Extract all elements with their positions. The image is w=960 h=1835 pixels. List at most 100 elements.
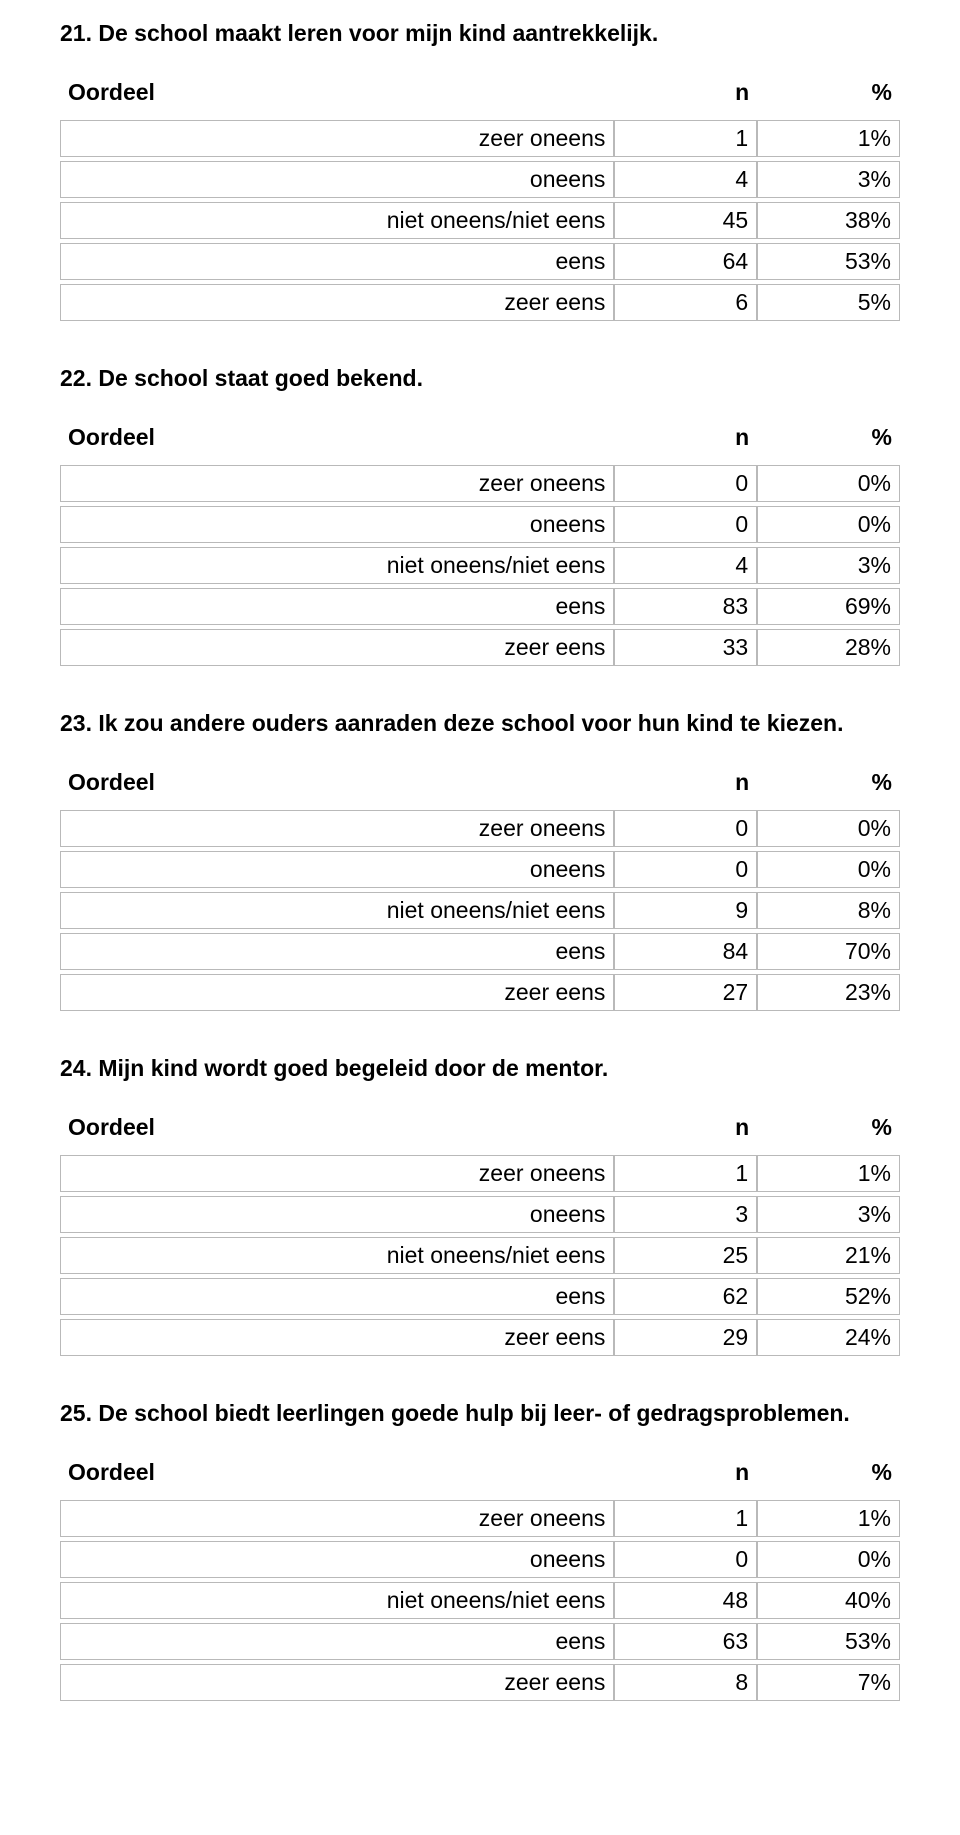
table-row: zeer oneens00%: [60, 810, 900, 847]
row-pct: 1%: [757, 120, 900, 157]
col-header-label: Oordeel: [60, 765, 614, 806]
row-n: 63: [614, 1623, 757, 1660]
row-n: 1: [614, 1500, 757, 1537]
row-n: 84: [614, 933, 757, 970]
table-row: niet oneens/niet eens43%: [60, 547, 900, 584]
row-n: 0: [614, 851, 757, 888]
row-n: 0: [614, 1541, 757, 1578]
row-n: 29: [614, 1319, 757, 1356]
table-row: eens6453%: [60, 243, 900, 280]
row-n: 9: [614, 892, 757, 929]
row-pct: 53%: [757, 243, 900, 280]
row-pct: 21%: [757, 1237, 900, 1274]
table-row: niet oneens/niet eens2521%: [60, 1237, 900, 1274]
row-label: zeer eens: [60, 629, 614, 666]
table-row: zeer eens2924%: [60, 1319, 900, 1356]
section-title: 25. De school biedt leerlingen goede hul…: [60, 1400, 900, 1427]
table-row: niet oneens/niet eens98%: [60, 892, 900, 929]
row-label: zeer oneens: [60, 810, 614, 847]
row-label: oneens: [60, 506, 614, 543]
table-row: oneens33%: [60, 1196, 900, 1233]
row-n: 64: [614, 243, 757, 280]
row-n: 25: [614, 1237, 757, 1274]
row-pct: 40%: [757, 1582, 900, 1619]
row-n: 62: [614, 1278, 757, 1315]
survey-table: Oordeeln% zeer oneens11% oneens43% niet one…: [60, 71, 900, 325]
row-pct: 38%: [757, 202, 900, 239]
table-row: zeer eens65%: [60, 284, 900, 321]
table-row: oneens00%: [60, 851, 900, 888]
table-header-row: Oordeeln%: [60, 1455, 900, 1496]
row-pct: 0%: [757, 1541, 900, 1578]
row-label: zeer eens: [60, 1664, 614, 1701]
row-label: zeer oneens: [60, 1500, 614, 1537]
table-header-row: Oordeeln%: [60, 420, 900, 461]
survey-section: 24. Mijn kind wordt goed begeleid door d…: [60, 1055, 900, 1360]
col-header-label: Oordeel: [60, 1455, 614, 1496]
table-row: niet oneens/niet eens4840%: [60, 1582, 900, 1619]
row-label: niet oneens/niet eens: [60, 547, 614, 584]
row-pct: 24%: [757, 1319, 900, 1356]
row-label: oneens: [60, 851, 614, 888]
survey-section: 22. De school staat goed bekend.Oordeeln…: [60, 365, 900, 670]
table-row: zeer eens3328%: [60, 629, 900, 666]
row-pct: 3%: [757, 1196, 900, 1233]
row-n: 6: [614, 284, 757, 321]
table-row: zeer oneens00%: [60, 465, 900, 502]
col-header-label: Oordeel: [60, 75, 614, 116]
col-header-n: n: [614, 1455, 757, 1496]
table-row: eens8470%: [60, 933, 900, 970]
row-n: 0: [614, 506, 757, 543]
col-header-pct: %: [757, 75, 900, 116]
table-row: eens6353%: [60, 1623, 900, 1660]
table-row: oneens00%: [60, 506, 900, 543]
row-n: 1: [614, 1155, 757, 1192]
row-n: 0: [614, 810, 757, 847]
survey-section: 25. De school biedt leerlingen goede hul…: [60, 1400, 900, 1705]
row-pct: 53%: [757, 1623, 900, 1660]
section-title: 21. De school maakt leren voor mijn kind…: [60, 20, 900, 47]
row-n: 8: [614, 1664, 757, 1701]
table-row: oneens43%: [60, 161, 900, 198]
table-row: zeer oneens11%: [60, 1155, 900, 1192]
row-n: 83: [614, 588, 757, 625]
row-n: 3: [614, 1196, 757, 1233]
row-n: 0: [614, 465, 757, 502]
table-header-row: Oordeeln%: [60, 75, 900, 116]
row-pct: 0%: [757, 810, 900, 847]
survey-table: Oordeeln% zeer oneens00% oneens00% niet one…: [60, 761, 900, 1015]
row-label: zeer eens: [60, 974, 614, 1011]
row-n: 27: [614, 974, 757, 1011]
row-n: 48: [614, 1582, 757, 1619]
table-row: zeer eens2723%: [60, 974, 900, 1011]
row-pct: 1%: [757, 1500, 900, 1537]
row-pct: 70%: [757, 933, 900, 970]
row-pct: 69%: [757, 588, 900, 625]
survey-section: 21. De school maakt leren voor mijn kind…: [60, 20, 900, 325]
table-row: zeer oneens11%: [60, 120, 900, 157]
row-label: oneens: [60, 1196, 614, 1233]
row-label: zeer oneens: [60, 120, 614, 157]
row-label: niet oneens/niet eens: [60, 1237, 614, 1274]
col-header-n: n: [614, 765, 757, 806]
row-label: zeer oneens: [60, 465, 614, 502]
row-label: oneens: [60, 161, 614, 198]
row-label: niet oneens/niet eens: [60, 892, 614, 929]
table-row: niet oneens/niet eens4538%: [60, 202, 900, 239]
row-pct: 1%: [757, 1155, 900, 1192]
row-pct: 3%: [757, 547, 900, 584]
row-pct: 23%: [757, 974, 900, 1011]
col-header-label: Oordeel: [60, 1110, 614, 1151]
table-row: oneens00%: [60, 1541, 900, 1578]
row-pct: 7%: [757, 1664, 900, 1701]
col-header-pct: %: [757, 765, 900, 806]
col-header-label: Oordeel: [60, 420, 614, 461]
col-header-n: n: [614, 420, 757, 461]
survey-table: Oordeeln% zeer oneens00% oneens00% niet one…: [60, 416, 900, 670]
row-label: zeer eens: [60, 284, 614, 321]
row-n: 4: [614, 161, 757, 198]
row-label: eens: [60, 588, 614, 625]
row-n: 1: [614, 120, 757, 157]
row-label: eens: [60, 1623, 614, 1660]
survey-table: Oordeeln% zeer oneens11% oneens00% niet one…: [60, 1451, 900, 1705]
